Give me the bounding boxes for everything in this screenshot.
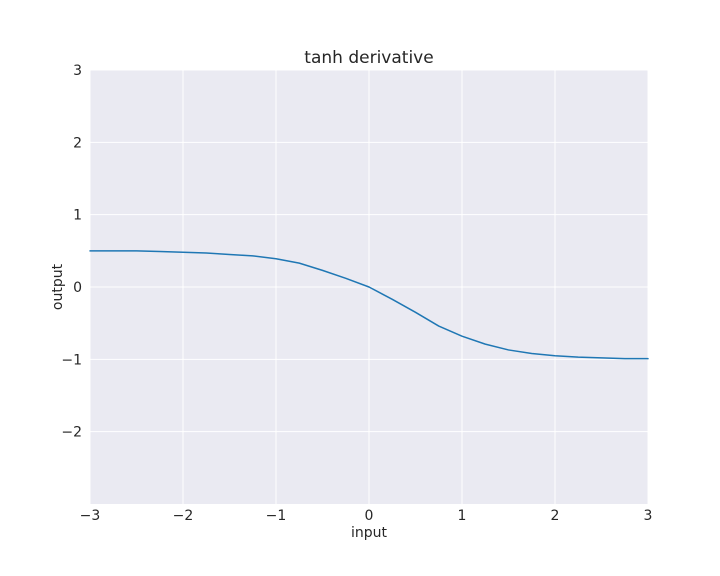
x-tick-labels: −3 −2 −1 0 1 2 3: [80, 508, 653, 524]
y-tick-label: 2: [73, 135, 82, 151]
x-tick-label: −2: [173, 508, 194, 524]
x-tick-label: 1: [458, 508, 467, 524]
y-tick-label: 0: [73, 280, 82, 296]
chart-title: tanh derivative: [304, 48, 433, 68]
y-tick-label: 3: [73, 63, 82, 79]
y-axis-label: output: [50, 263, 66, 310]
x-tick-label: −3: [80, 508, 101, 524]
y-tick-labels: −2 −1 0 1 2 3: [61, 63, 82, 441]
series-group: [89, 250, 649, 360]
x-tick-label: 3: [644, 508, 653, 524]
x-tick-label: 2: [551, 508, 560, 524]
y-tick-label: 1: [73, 208, 82, 224]
series-line: [89, 250, 649, 360]
y-tick-label: −2: [61, 425, 82, 441]
x-axis-label: input: [351, 525, 388, 541]
x-tick-label: 0: [365, 508, 374, 524]
x-tick-label: −1: [266, 508, 287, 524]
y-tick-label: −1: [61, 352, 82, 368]
